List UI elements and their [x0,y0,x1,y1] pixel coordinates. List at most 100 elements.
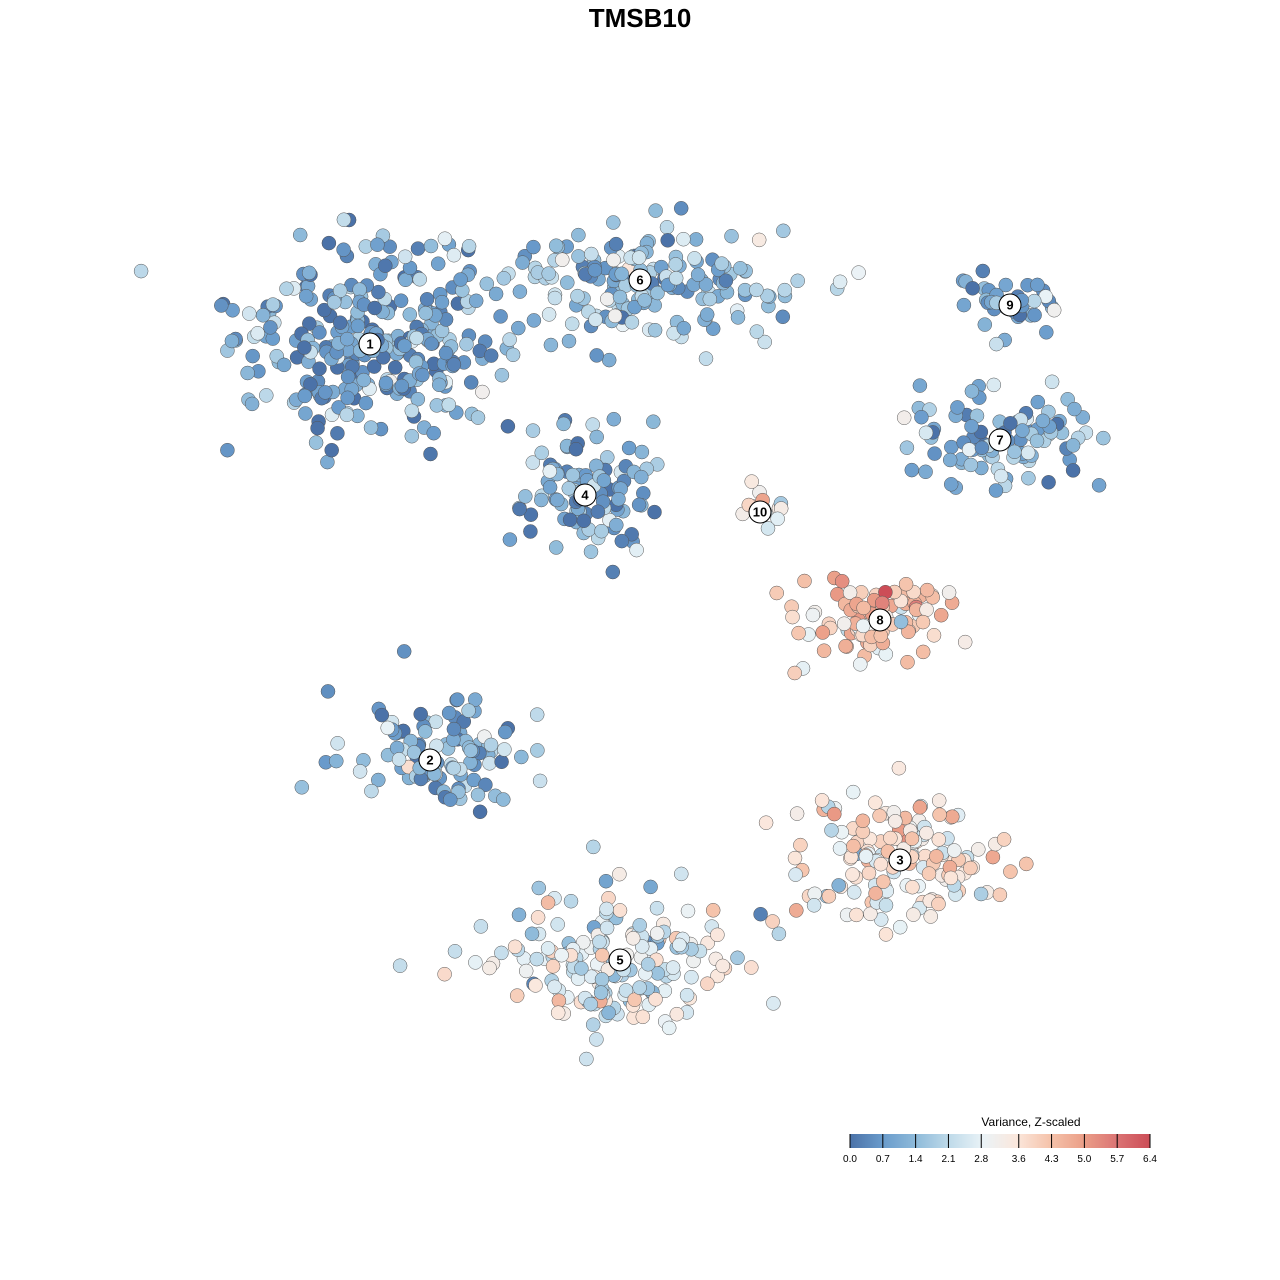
cell-point-cluster-7 [943,477,959,492]
cell-point-cluster-8 [787,665,802,681]
cell-point-cluster-3 [919,825,934,841]
cell-point-cluster-4 [585,417,600,432]
cell-point-cluster-7 [964,419,979,434]
cell-point-cluster-5 [392,958,408,973]
cell-point-cluster-1 [242,306,257,321]
chart-title: TMSB10 [588,3,692,33]
cell-point-cluster-6 [555,252,570,267]
cell-point-cluster-5 [612,866,627,882]
cell-point-cluster-7 [963,457,979,473]
cell-point-cluster-6 [668,270,684,286]
cell-point-cluster-1 [263,320,278,335]
cell-point-cluster-9 [1030,277,1045,293]
cell-point-cluster-6 [775,309,791,325]
cell-point-cluster-5 [753,906,768,922]
cell-point-cluster-1 [358,395,374,411]
cell-point-cluster-1 [371,284,386,300]
cell-point-cluster-7 [896,410,912,425]
cell-point-cluster-7 [993,468,1009,484]
cell-point-cluster-8 [933,607,949,623]
cell-point-cluster-5 [447,944,463,959]
cell-point-cluster-4 [534,492,549,508]
cell-point-cluster-1 [483,348,499,363]
cell-point-cluster-7 [1041,475,1056,490]
cell-point-cluster-1 [255,308,271,323]
cell-point-cluster-9 [977,317,993,332]
cell-point-cluster-1 [415,367,430,383]
cell-point-cluster-4 [634,444,650,460]
cell-point-cluster-8 [919,582,935,598]
cluster-label-text: 6 [636,273,643,288]
cell-point-cluster-5 [715,958,730,974]
cluster-label-6: 6 [628,268,652,292]
cell-point-cluster-6 [776,223,791,239]
cell-point-cluster-1 [410,241,426,256]
cell-point-cluster-1 [475,384,490,400]
cluster-label-9: 9 [998,293,1022,317]
cell-point-cluster-1 [500,419,516,434]
cell-point-cluster-6 [624,315,640,330]
cell-point-cluster-7 [964,384,980,399]
cell-point-cluster-5 [599,920,615,936]
cell-point-cluster-5 [579,1051,594,1067]
cell-point-cluster-5 [680,903,696,919]
cell-point-cluster-6 [718,273,734,288]
cell-point-cluster-8 [785,609,800,625]
cell-point-cluster-6 [608,236,624,252]
legend-tick-label: 0.0 [843,1154,857,1165]
cell-point-cluster-5 [530,910,546,925]
cell-point-cluster-5 [599,901,614,917]
cell-point-cluster-1 [394,378,410,394]
cell-point-cluster-6 [627,299,642,315]
cell-point-cluster-6 [547,290,563,306]
cell-point-cluster-2 [497,742,512,757]
cell-point-cluster-3 [878,897,894,913]
cluster-label-badge [998,293,1022,317]
cell-point-cluster-5 [540,941,556,956]
cell-point-cluster-1 [324,442,339,458]
cell-point-cluster-2 [320,684,336,699]
cell-point-cluster-8 [919,602,934,617]
cell-point-cluster-7 [1035,413,1051,429]
cell-point-cluster-3 [849,907,864,923]
cell-point-cluster-2 [463,743,479,758]
cluster-label-text: 7 [996,433,1003,448]
cell-point-cluster-1 [393,293,409,308]
cell-point-cluster-3 [787,850,803,866]
cell-point-cluster-8 [853,657,868,672]
cell-point-cluster-4 [542,464,558,479]
cell-point-cluster-1 [438,345,454,361]
cell-point-cluster-5 [507,939,523,955]
cell-point-cluster-3 [878,927,894,942]
cell-point-cluster-6 [724,228,739,244]
cell-point-cluster-2 [470,787,486,803]
cell-point-cluster-4 [583,544,599,559]
cell-point-cluster-5 [771,926,787,942]
cell-point-cluster-1 [423,238,439,254]
cell-point-cluster-6 [612,289,628,305]
cell-point-cluster-2 [380,720,395,736]
cell-point-cluster-3 [1019,856,1034,872]
cell-point-cluster-5 [601,1005,616,1020]
cell-point-cluster-4 [542,480,558,495]
cell-point-cluster-5 [531,880,547,896]
cell-point-cluster-2 [497,724,513,740]
cell-point-cluster-5 [649,900,665,916]
cell-point-cluster-3 [793,837,808,853]
cell-point-cluster-5 [635,1009,651,1025]
cell-point-cluster-3 [905,879,920,895]
cell-point-cluster-10 [744,474,759,489]
cell-point-cluster-1 [318,385,333,400]
cell-point-cluster-3 [947,843,962,858]
cell-point-cluster-3 [1003,864,1018,879]
cell-point-cluster-1 [220,442,235,458]
cell-point-cluster-7 [918,425,934,441]
cell-point-cluster-1 [350,318,366,334]
cell-point-cluster-1 [424,336,439,351]
cell-point-cluster-1 [419,292,435,307]
cell-point-cluster-5 [586,839,601,855]
cell-point-cluster-7 [914,409,929,425]
cell-point-cluster-7 [1015,423,1030,438]
cell-point-cluster-1 [431,377,447,393]
cell-point-cluster-3 [872,808,887,823]
